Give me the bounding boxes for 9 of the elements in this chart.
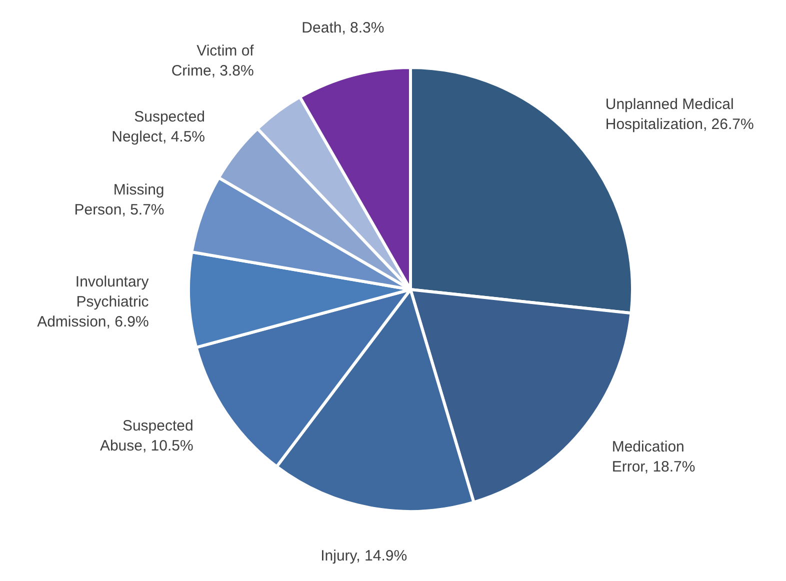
- slice-label: Involuntary Psychiatric Admission, 6.9%: [37, 273, 150, 330]
- slice-label: Missing Person, 5.7%: [74, 181, 164, 218]
- slice-label: Death, 8.3%: [302, 19, 384, 36]
- slice-label: Medication Error, 18.7%: [612, 438, 696, 476]
- slice-label: Victim of Crime, 3.8%: [171, 42, 255, 80]
- slice-label: Injury, 14.9%: [320, 547, 408, 564]
- slice-label: Suspected Neglect, 4.5%: [112, 108, 206, 146]
- slice-label: Suspected Abuse, 10.5%: [100, 418, 194, 455]
- slice-label: Unplanned Medical Hospitalization, 26.7%: [605, 96, 754, 133]
